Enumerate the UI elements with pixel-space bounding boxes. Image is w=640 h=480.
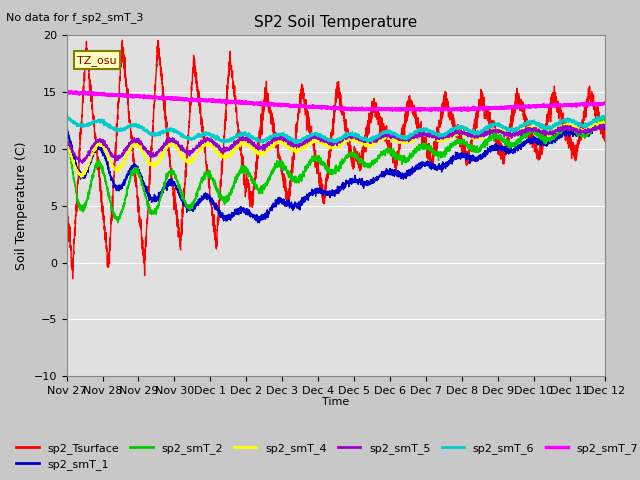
Title: SP2 Soil Temperature: SP2 Soil Temperature (255, 15, 418, 30)
sp2_smT_2 (179, 192, 186, 198)
Line: sp2_smT_1: sp2_smT_1 (67, 119, 605, 223)
sp2_smT_5 (388, 134, 396, 140)
sp2_smT_7 (602, 100, 609, 106)
sp2_smT_5 (63, 139, 70, 144)
sp2_smT_1 (602, 124, 609, 130)
sp2_smT_2 (398, 156, 406, 162)
sp2_smT_7 (179, 96, 186, 102)
sp2_smT_1 (398, 175, 406, 180)
sp2_Tsurface (69, 276, 77, 282)
Line: sp2_smT_7: sp2_smT_7 (67, 91, 605, 111)
sp2_smT_1 (254, 220, 262, 226)
sp2_smT_7 (388, 108, 396, 113)
sp2_Tsurface (398, 125, 406, 131)
sp2_Tsurface (550, 97, 558, 103)
sp2_smT_7 (398, 106, 406, 112)
sp2_smT_6 (213, 136, 221, 142)
Line: sp2_Tsurface: sp2_Tsurface (67, 40, 605, 279)
sp2_smT_4 (398, 141, 406, 146)
sp2_smT_4 (550, 131, 558, 137)
sp2_smT_5 (179, 146, 186, 152)
sp2_Tsurface (389, 155, 397, 160)
sp2_smT_6 (294, 141, 301, 146)
sp2_smT_7 (63, 89, 70, 95)
sp2_smT_2 (213, 185, 221, 191)
sp2_Tsurface (179, 209, 186, 215)
sp2_Tsurface (63, 207, 70, 213)
sp2_smT_2 (600, 115, 608, 120)
Line: sp2_smT_5: sp2_smT_5 (67, 124, 605, 163)
sp2_smT_7 (550, 102, 558, 108)
sp2_smT_2 (550, 134, 558, 140)
sp2_smT_1 (388, 170, 396, 176)
sp2_smT_1 (597, 116, 605, 122)
sp2_smT_4 (213, 149, 221, 155)
sp2_smT_5 (599, 121, 607, 127)
sp2_smT_2 (388, 153, 396, 159)
sp2_smT_1 (178, 194, 186, 200)
sp2_smT_1 (602, 121, 609, 127)
Text: No data for f_sp2_smT_3: No data for f_sp2_smT_3 (6, 12, 144, 23)
sp2_smT_6 (599, 113, 607, 119)
sp2_smT_6 (178, 134, 186, 140)
sp2_smT_6 (602, 115, 609, 121)
sp2_smT_5 (550, 127, 558, 133)
sp2_smT_7 (428, 108, 435, 114)
sp2_smT_7 (80, 88, 88, 94)
sp2_smT_6 (63, 116, 70, 122)
Text: TZ_osu: TZ_osu (77, 55, 117, 65)
sp2_smT_7 (602, 100, 609, 106)
sp2_Tsurface (602, 134, 609, 140)
X-axis label: Time: Time (323, 397, 349, 408)
sp2_Tsurface (118, 37, 126, 43)
sp2_smT_2 (602, 119, 609, 125)
Y-axis label: Soil Temperature (C): Soil Temperature (C) (15, 142, 28, 270)
sp2_smT_5 (602, 124, 609, 130)
Line: sp2_smT_4: sp2_smT_4 (67, 121, 605, 178)
sp2_smT_6 (388, 132, 396, 137)
sp2_smT_5 (213, 141, 221, 146)
sp2_smT_1 (63, 120, 70, 126)
sp2_Tsurface (214, 228, 221, 233)
sp2_smT_5 (602, 123, 609, 129)
sp2_smT_4 (63, 144, 70, 150)
sp2_smT_4 (602, 120, 609, 126)
Line: sp2_smT_2: sp2_smT_2 (67, 118, 605, 223)
sp2_smT_6 (550, 124, 558, 130)
sp2_smT_4 (388, 138, 396, 144)
sp2_smT_6 (602, 114, 609, 120)
sp2_smT_4 (77, 175, 85, 180)
Line: sp2_smT_6: sp2_smT_6 (67, 116, 605, 144)
sp2_smT_1 (550, 136, 558, 142)
sp2_smT_5 (398, 136, 406, 142)
sp2_smT_5 (78, 160, 86, 166)
sp2_smT_6 (398, 134, 406, 140)
sp2_smT_2 (63, 133, 70, 139)
sp2_smT_4 (179, 154, 186, 159)
sp2_smT_2 (114, 220, 122, 226)
sp2_smT_4 (602, 119, 609, 125)
sp2_smT_4 (600, 118, 607, 124)
sp2_Tsurface (602, 129, 609, 134)
Legend: sp2_Tsurface, sp2_smT_1, sp2_smT_2, sp2_smT_4, sp2_smT_5, sp2_smT_6, sp2_smT_7: sp2_Tsurface, sp2_smT_1, sp2_smT_2, sp2_… (12, 438, 640, 474)
sp2_smT_2 (602, 117, 609, 123)
sp2_smT_1 (213, 205, 221, 211)
sp2_smT_7 (213, 97, 221, 103)
